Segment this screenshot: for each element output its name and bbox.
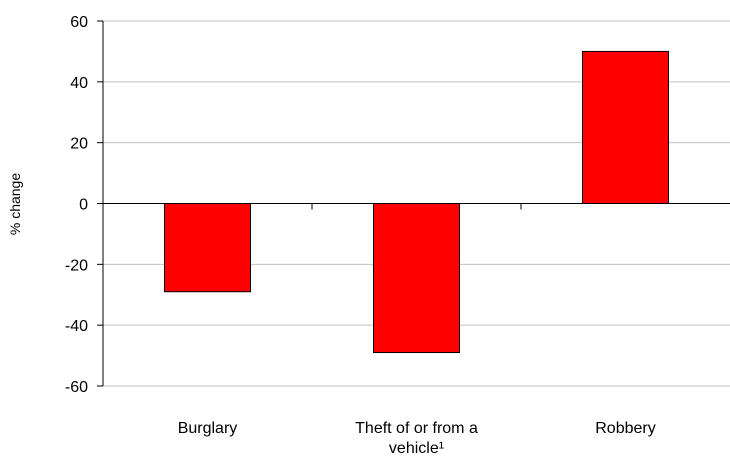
category-label-1-line-0: Theft of or from a (355, 420, 478, 437)
bar-0 (164, 203, 251, 293)
category-labels: Burglary Theft of or from a vehicle¹ Robber… (178, 420, 656, 457)
y-tick-label-4: -20 (65, 257, 88, 274)
category-label-0: Burglary (178, 420, 238, 437)
y-tick-label-0: 60 (70, 14, 88, 31)
y-tick-label-2: 20 (70, 136, 88, 153)
bars (164, 50, 669, 354)
y-axis-title: % change (7, 173, 23, 235)
y-tick-label-3: 0 (79, 197, 88, 214)
bar-2 (582, 50, 669, 204)
category-label-2: Robbery (595, 420, 655, 437)
y-tick-label-6: -60 (65, 379, 88, 396)
bar-1 (373, 203, 460, 354)
y-tick-label-5: -40 (65, 318, 88, 335)
axes (97, 20, 730, 387)
y-tick-labels: 60 40 20 0 -20 -40 -60 (65, 14, 88, 396)
y-tick-label-1: 40 (70, 75, 88, 92)
category-label-1-line-1: vehicle¹ (389, 440, 444, 457)
